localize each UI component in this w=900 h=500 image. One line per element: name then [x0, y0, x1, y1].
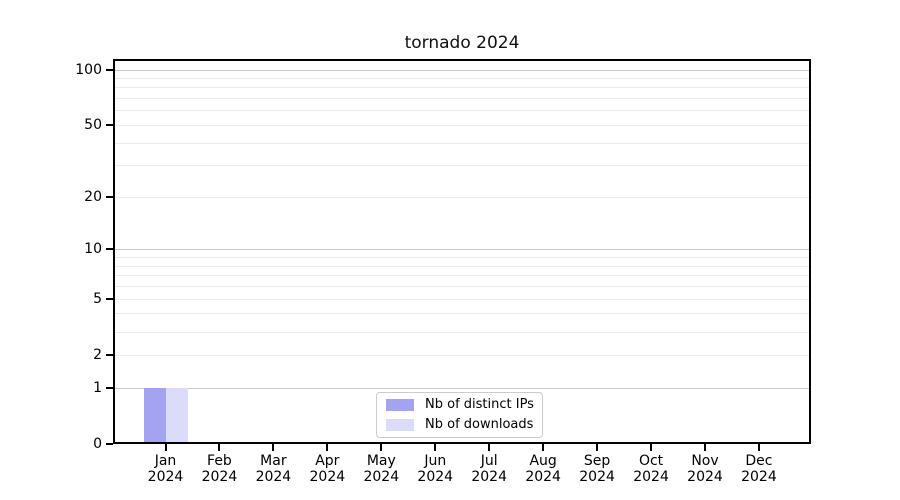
x-tick — [272, 444, 275, 451]
y-gridline-minor — [113, 165, 811, 167]
y-tick — [106, 68, 113, 71]
y-tick-label: 100 — [75, 61, 102, 78]
x-tick — [704, 444, 706, 451]
x-tick-label: Feb 2024 — [201, 453, 238, 485]
x-tick-label: Oct 2024 — [633, 453, 669, 485]
y-tick — [106, 195, 113, 198]
bar-distinct-ips-jan — [143, 387, 166, 444]
x-tick — [650, 444, 653, 451]
x-tick-label: Apr 2024 — [309, 453, 346, 485]
x-tick — [218, 444, 221, 451]
y-tick — [106, 248, 113, 251]
y-gridline-minor — [113, 257, 811, 259]
downloads-swatch-icon — [386, 418, 414, 431]
y-gridline-minor — [113, 331, 811, 333]
y-tick-label: 5 — [93, 290, 102, 307]
x-tick — [757, 444, 760, 451]
y-gridline-major — [113, 387, 811, 389]
x-tick — [434, 444, 437, 451]
y-tick — [106, 297, 113, 300]
y-gridline-major — [113, 69, 811, 71]
y-gridline-minor — [113, 313, 811, 315]
bar-downloads-jan — [165, 387, 188, 444]
x-tick — [542, 444, 545, 451]
x-tick-label: May 2024 — [363, 453, 400, 485]
y-tick-label: 20 — [84, 188, 102, 205]
x-tick-label: Sep 2024 — [579, 453, 615, 485]
y-tick — [106, 353, 113, 356]
y-gridline-minor — [113, 87, 811, 89]
y-tick-label: 0 — [93, 436, 102, 452]
x-tick-label: Jun 2024 — [417, 453, 454, 485]
y-tick-label: 1 — [93, 379, 102, 396]
x-tick — [326, 444, 329, 451]
x-tick-label: Jan 2024 — [147, 453, 184, 485]
y-gridline-minor — [113, 196, 811, 198]
y-gridline-minor — [113, 286, 811, 288]
x-tick-label: Jul 2024 — [471, 453, 507, 485]
x-tick-label: Nov 2024 — [687, 453, 723, 485]
y-tick — [106, 386, 113, 389]
x-tick-label: Mar 2024 — [255, 453, 292, 485]
y-gridline-minor — [113, 354, 811, 356]
x-tick-label: Aug 2024 — [525, 453, 561, 485]
plot-area — [113, 59, 811, 444]
y-tick — [106, 443, 113, 445]
x-tick — [488, 444, 491, 451]
y-gridline-minor — [113, 142, 811, 144]
y-gridline-minor — [113, 77, 811, 79]
x-tick — [596, 444, 599, 451]
y-gridline-minor — [113, 124, 811, 126]
legend-item-downloads: Nb of downloads — [386, 417, 533, 434]
legend-item-distinct-ips: Nb of distinct IPs — [386, 397, 534, 414]
y-gridline-minor — [113, 110, 811, 112]
x-tick — [380, 444, 383, 451]
y-gridline-minor — [113, 98, 811, 100]
y-tick-label: 50 — [84, 116, 102, 133]
y-tick-label: 2 — [93, 346, 102, 363]
y-gridline-minor — [113, 275, 811, 277]
y-gridline-major — [113, 249, 811, 251]
x-tick-label: Dec 2024 — [741, 453, 777, 485]
y-tick-label: 10 — [84, 241, 102, 258]
y-tick — [106, 123, 113, 126]
legend: Nb of distinct IPs Nb of downloads — [376, 392, 543, 438]
chart-title: tornado 2024 — [404, 33, 520, 53]
y-gridline-minor — [113, 298, 811, 300]
legend-label: Nb of distinct IPs — [425, 397, 534, 413]
distinct-ips-swatch-icon — [386, 399, 414, 412]
legend-label: Nb of downloads — [425, 416, 534, 432]
y-gridline-minor — [113, 265, 811, 267]
x-tick — [164, 444, 167, 451]
